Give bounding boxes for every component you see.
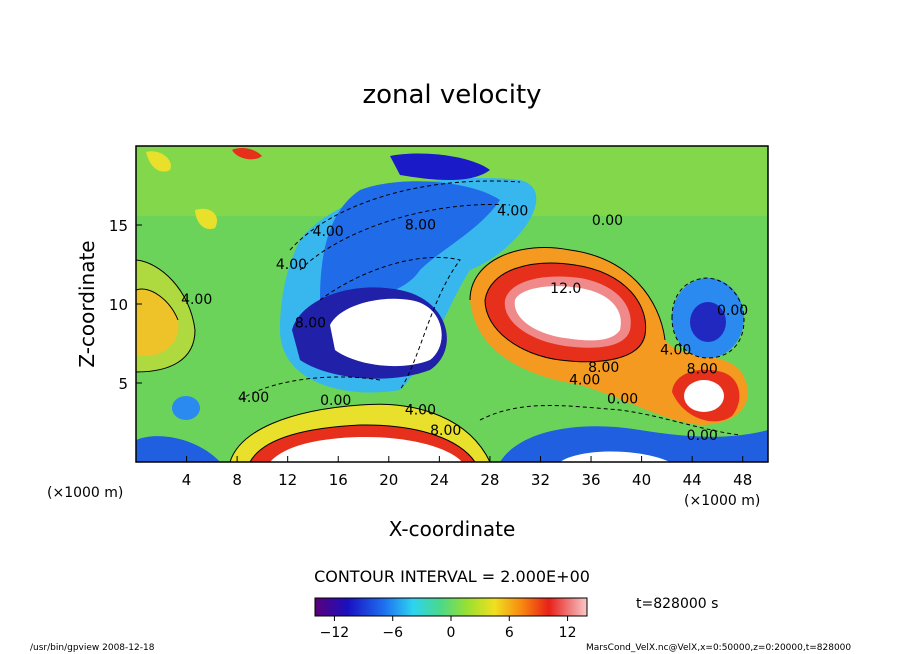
- x-tick-label: 48: [733, 471, 752, 489]
- field-blue-eddy-inner: [690, 302, 726, 342]
- contour-label: 4.00: [497, 204, 528, 220]
- x-tick-label: 36: [581, 471, 600, 489]
- contour-dashed-right-eddy: [671, 277, 745, 359]
- colorbar-tick-label: −12: [320, 625, 350, 641]
- x-axis-unit-left: (×1000 m): [47, 485, 123, 501]
- contour-label: 8.00: [295, 316, 326, 332]
- contour-dashed-upper: [289, 180, 521, 391]
- x-tick-label: 12: [278, 471, 297, 489]
- contour-label: 12.0: [550, 281, 581, 297]
- contour-label: 0.00: [607, 392, 638, 408]
- contour-label: 8.00: [430, 423, 461, 439]
- field-white-blob-right: [514, 286, 621, 341]
- x-tick-label: 24: [430, 471, 449, 489]
- contour-interval-text: CONTOUR INTERVAL = 2.000E+00: [314, 567, 590, 586]
- contour-label: 4.00: [276, 257, 307, 273]
- contour-label: 4.00: [238, 390, 269, 406]
- x-tick-label: 32: [531, 471, 550, 489]
- contour-label: 8.00: [405, 218, 436, 234]
- field-white-blob-small: [684, 380, 724, 412]
- contour-label: 4.00: [181, 292, 212, 308]
- contour-label: 0.00: [717, 303, 748, 319]
- x-tick-label: 16: [329, 471, 348, 489]
- contour-label: 8.00: [687, 362, 718, 378]
- x-tick-label: 28: [480, 471, 499, 489]
- x-axis: 4 8 12 16 20 24 28 32 36 40 44 48: [182, 456, 752, 489]
- contour-lines: [136, 180, 745, 462]
- field-bottom-blue-patch-a: [136, 436, 220, 462]
- field-mid-blue-zone: [320, 181, 500, 300]
- chart-title: zonal velocity: [362, 80, 541, 110]
- contour-label: 8.00: [588, 360, 619, 376]
- contour-label: 4.00: [660, 343, 691, 359]
- contour-label: 4.00: [313, 224, 344, 240]
- velocity-field: 8.004.004.000.0012.08.004.000.004.008.00…: [136, 146, 768, 462]
- contour-solid-red-rings: [469, 246, 666, 363]
- field-dark-blue-zone: [390, 153, 490, 180]
- field-bottom-white-right: [560, 451, 670, 462]
- x-tick-label: 4: [182, 471, 192, 489]
- field-small-blue-eddy: [172, 396, 200, 420]
- footer-program-info: /usr/bin/gpview 2008-12-18: [30, 643, 155, 653]
- time-label: t=828000 s: [636, 596, 718, 612]
- contour-label: 0.00: [592, 213, 623, 229]
- y-tick-label: 15: [109, 217, 128, 235]
- contour-dashed-lower: [239, 376, 741, 436]
- footer-source-info: MarsCond_VelX.nc@VelX,x=0:50000,z=0:2000…: [586, 643, 851, 653]
- y-tick-label: 5: [118, 375, 128, 393]
- x-tick-label: 20: [379, 471, 398, 489]
- x-tick-label: 40: [632, 471, 651, 489]
- field-white-blob-left: [330, 298, 442, 367]
- contour-label: 0.00: [687, 428, 718, 444]
- colorbar-tick-label: −6: [382, 625, 403, 641]
- contour-label: 0.00: [320, 393, 351, 409]
- contour-label: 4.00: [405, 403, 436, 419]
- x-tick-label: 8: [232, 471, 242, 489]
- x-tick-label: 44: [683, 471, 702, 489]
- y-axis-label: Z-coordinate: [75, 240, 99, 367]
- x-axis-unit-right: (×1000 m): [684, 493, 760, 509]
- field-bottom-blue-patch-b: [500, 426, 768, 462]
- y-axis: 5 10 15: [109, 217, 142, 393]
- field-top-red-spot: [232, 148, 262, 160]
- field-bottom-white-blob: [270, 436, 462, 462]
- field-left-yellow-zone: [136, 260, 195, 372]
- y-tick-label: 10: [109, 296, 128, 314]
- contour-solid-bottom: [229, 403, 491, 462]
- x-axis-label: X-coordinate: [389, 517, 516, 541]
- contour-label: 4.00: [569, 373, 600, 389]
- colorbar: [314, 597, 588, 617]
- colorbar-tick-label: 6: [505, 625, 514, 641]
- field-left-yellow-spots: [146, 151, 218, 230]
- colorbar-tick-label: 0: [447, 625, 456, 641]
- contour-solid-left: [136, 259, 196, 373]
- colorbar-tick-label: 12: [559, 625, 577, 641]
- colorbar-ticks: −12 −6 0 6 12: [320, 616, 577, 641]
- contour-labels-layer: 8.004.004.000.0012.08.004.000.004.008.00…: [181, 204, 748, 444]
